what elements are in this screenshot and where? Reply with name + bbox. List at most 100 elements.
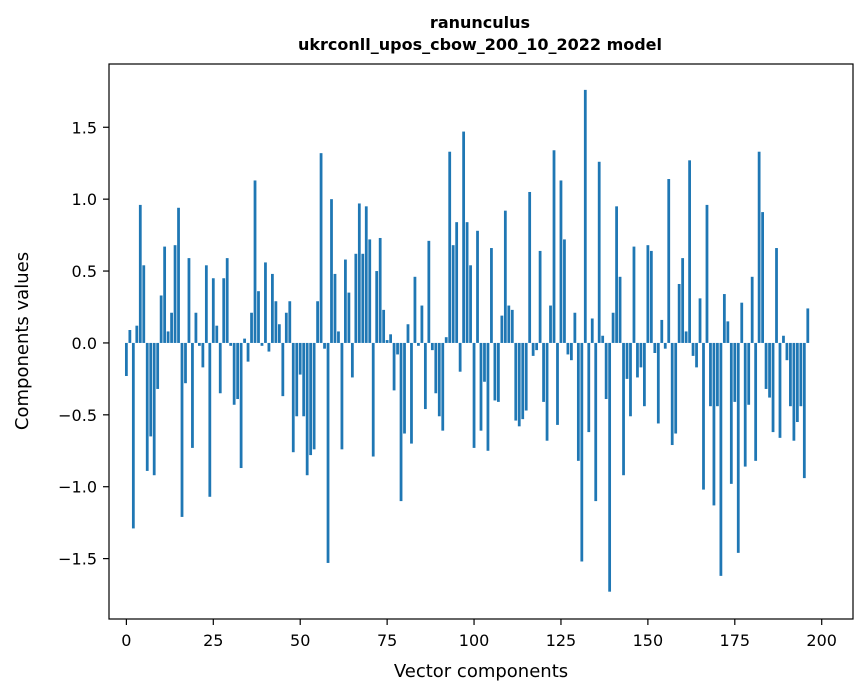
bar — [163, 246, 167, 343]
bar — [743, 342, 747, 467]
bar — [222, 278, 226, 343]
bar — [729, 342, 733, 484]
bar — [225, 258, 229, 343]
bar — [288, 301, 292, 343]
bar — [775, 248, 778, 343]
bar — [458, 342, 462, 372]
bar — [570, 342, 573, 361]
bar — [524, 342, 528, 411]
x-tick-label: 100 — [459, 631, 490, 650]
bar — [392, 342, 396, 391]
bar — [733, 342, 737, 402]
bar — [239, 342, 243, 469]
bar — [615, 206, 618, 343]
bar — [691, 342, 695, 356]
bar — [309, 342, 313, 456]
bar — [576, 342, 580, 461]
bar — [361, 253, 365, 343]
x-axis-ticks: 0 25 50 75 100 125 150 175 200 — [121, 619, 837, 650]
bar — [736, 342, 740, 553]
bar — [131, 342, 135, 529]
bar — [243, 338, 246, 343]
bar — [135, 325, 139, 343]
bars-group — [124, 89, 810, 592]
y-tick-label: 0.5 — [72, 262, 97, 281]
bar — [451, 245, 455, 343]
bar — [187, 258, 191, 343]
x-tick-label: 50 — [290, 631, 310, 650]
bar — [364, 206, 368, 343]
bar — [455, 222, 459, 343]
bar — [215, 325, 219, 343]
bar — [785, 342, 789, 361]
x-tick-label: 150 — [633, 631, 664, 650]
bar — [430, 342, 434, 351]
bar — [726, 321, 730, 343]
y-axis-label: Components values — [12, 252, 33, 430]
bar — [437, 342, 441, 417]
bar — [180, 342, 184, 517]
bar — [681, 258, 685, 343]
bar — [406, 324, 410, 343]
bar — [643, 342, 646, 407]
bar — [549, 305, 552, 343]
bar — [208, 342, 212, 497]
bar — [587, 342, 591, 433]
chart-subtitle: ukrconll_upos_cbow_200_10_2022 model — [298, 35, 662, 54]
bar — [124, 342, 128, 377]
chart-title: ranunculus — [430, 13, 530, 32]
bar — [789, 342, 792, 407]
bar — [469, 265, 472, 343]
bar — [378, 237, 382, 343]
bar — [434, 342, 438, 394]
bar — [253, 180, 257, 343]
bar — [674, 342, 678, 434]
bar — [246, 342, 250, 362]
bar — [410, 342, 413, 444]
bar — [166, 331, 170, 343]
bar — [403, 342, 406, 434]
x-tick-label: 0 — [121, 631, 131, 650]
bar — [396, 342, 399, 355]
bar — [507, 305, 511, 343]
bar — [232, 342, 236, 405]
bar — [719, 342, 723, 576]
bar — [503, 210, 507, 343]
bar — [385, 340, 389, 343]
bar — [350, 342, 354, 378]
bar — [211, 278, 215, 343]
bar — [344, 259, 347, 343]
bar — [493, 342, 497, 401]
x-tick-label: 200 — [806, 631, 837, 650]
bar — [782, 335, 785, 343]
bar — [601, 335, 605, 343]
bar — [608, 342, 612, 592]
bar — [267, 342, 271, 352]
bar — [597, 161, 601, 343]
bar — [622, 342, 625, 476]
bar — [663, 342, 667, 349]
bar — [375, 271, 379, 343]
bar — [483, 342, 486, 382]
bar — [649, 250, 653, 343]
bar — [639, 342, 643, 368]
x-tick-label: 75 — [377, 631, 397, 650]
y-tick-label: −1.5 — [58, 550, 97, 569]
bar — [629, 342, 632, 417]
bar — [677, 283, 681, 343]
bar — [448, 151, 452, 343]
bar — [754, 342, 758, 461]
bar — [337, 331, 340, 343]
bar — [399, 342, 403, 502]
bar — [260, 342, 264, 346]
bar — [625, 342, 629, 379]
bar — [323, 342, 326, 349]
x-axis-label: Vector components — [394, 661, 568, 682]
bar — [490, 248, 493, 343]
bar — [441, 342, 445, 431]
bar — [716, 342, 719, 407]
bar — [149, 342, 153, 437]
bar — [594, 342, 598, 502]
